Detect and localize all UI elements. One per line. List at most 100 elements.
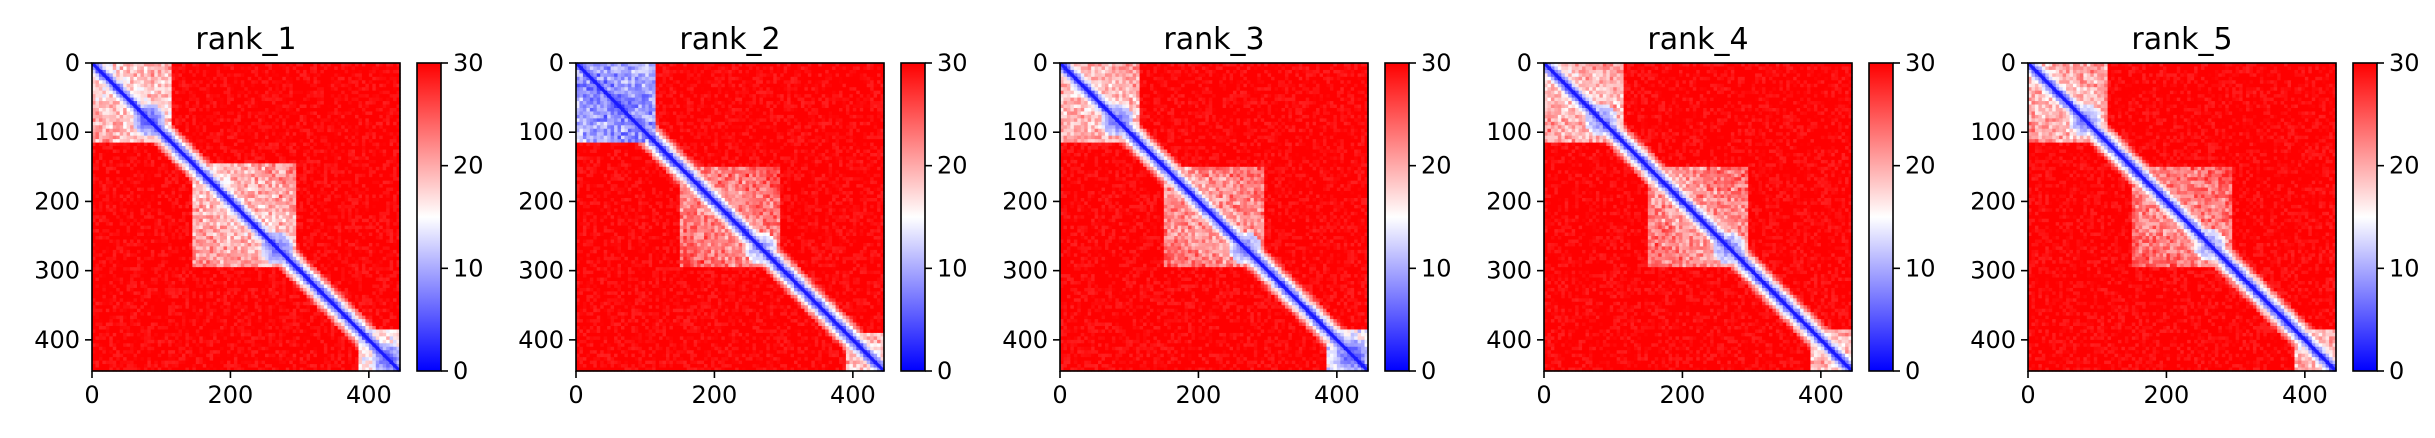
heatmap-cell — [244, 114, 249, 119]
heatmap-cell — [95, 184, 100, 189]
heatmap-cell — [154, 194, 159, 199]
heatmap-cell — [206, 128, 211, 133]
heatmap-cell — [330, 229, 335, 234]
heatmap-cell — [168, 94, 173, 99]
heatmap-cell — [368, 163, 373, 168]
heatmap-cell — [157, 208, 162, 213]
heatmap-cell — [327, 218, 332, 223]
heatmap-cell — [334, 204, 339, 209]
heatmap-cell — [316, 114, 321, 119]
heatmap-cell — [181, 90, 187, 95]
heatmap-cell — [303, 249, 308, 254]
heatmap-cell — [379, 135, 384, 140]
heatmap-cell — [130, 170, 135, 175]
heatmap-cell — [372, 187, 377, 192]
heatmap-cell — [109, 146, 114, 151]
heatmap-cell — [337, 163, 342, 168]
heatmap-cell — [292, 114, 297, 119]
heatmap-cell — [320, 177, 325, 182]
heatmap-cell — [237, 149, 242, 154]
heatmap-cell — [171, 76, 176, 81]
heatmap-cell — [161, 204, 166, 209]
heatmap-cell — [306, 97, 311, 102]
heatmap-cell — [105, 83, 110, 88]
heatmap-cell — [220, 80, 225, 85]
heatmap-cell — [361, 204, 366, 209]
heatmap-cell — [375, 184, 380, 189]
heatmap-cell — [92, 204, 97, 209]
heatmap-cell — [233, 94, 238, 99]
heatmap-cell — [123, 146, 128, 151]
heatmap-cell — [216, 118, 221, 123]
heatmap-cell — [292, 187, 297, 192]
heatmap-cell — [299, 87, 304, 92]
heatmap-cell — [337, 229, 342, 234]
heatmap-cell — [254, 114, 259, 119]
heatmap-cell — [195, 107, 200, 113]
heatmap-cell — [358, 156, 363, 161]
heatmap-cell — [379, 242, 384, 248]
heatmap-cell — [102, 87, 107, 92]
heatmap-cell — [112, 128, 117, 133]
heatmap-cell — [175, 197, 180, 203]
heatmap-cell — [123, 135, 128, 140]
heatmap-cell — [285, 97, 290, 102]
heatmap-cell — [361, 135, 366, 140]
heatmap-cell — [223, 239, 228, 244]
heatmap-cell — [178, 125, 183, 130]
heatmap-cell — [375, 76, 380, 81]
heatmap-cell — [296, 166, 301, 171]
heatmap-cell — [168, 76, 173, 81]
heatmap-cell — [168, 125, 173, 130]
heatmap-cell — [92, 125, 97, 130]
heatmap-cell — [116, 180, 121, 185]
heatmap-cell — [181, 253, 187, 258]
heatmap-cell — [330, 180, 335, 185]
heatmap-cell — [244, 142, 249, 147]
heatmap-cell — [261, 236, 266, 241]
heatmap-cell — [278, 125, 283, 130]
heatmap-cell — [365, 184, 370, 189]
heatmap-cell — [278, 170, 283, 175]
heatmap-cell — [375, 204, 380, 209]
heatmap-cell — [130, 239, 135, 244]
heatmap-cell — [372, 146, 377, 151]
heatmap-cell — [119, 114, 124, 119]
heatmap-cell — [348, 142, 353, 147]
heatmap-cell — [351, 80, 356, 85]
heatmap-cell — [285, 152, 290, 158]
heatmap-cell — [109, 187, 114, 192]
heatmap-cell — [254, 132, 259, 137]
heatmap-cell — [379, 246, 384, 251]
heatmap-cell — [379, 166, 384, 171]
heatmap-cell — [98, 156, 103, 161]
heatmap-cell — [157, 225, 162, 230]
heatmap-cell — [296, 139, 301, 144]
heatmap-cell — [327, 90, 332, 95]
heatmap-cell — [261, 184, 266, 189]
heatmap-cell — [278, 191, 283, 196]
heatmap-cell — [341, 118, 346, 123]
heatmap-cell — [299, 197, 304, 203]
heatmap-cell — [382, 63, 387, 68]
heatmap-cell — [379, 125, 384, 130]
heatmap-cell — [278, 253, 283, 258]
heatmap-cell — [112, 249, 117, 254]
heatmap-cell — [126, 166, 131, 171]
heatmap-cell — [164, 80, 169, 85]
heatmap-cell — [389, 239, 394, 244]
heatmap-cell — [237, 73, 242, 78]
heatmap-cell — [202, 187, 207, 192]
heatmap-cell — [282, 163, 287, 168]
heatmap-cell — [303, 184, 308, 189]
heatmap-cell — [185, 80, 190, 85]
heatmap-cell — [112, 173, 117, 178]
heatmap-cell — [327, 201, 332, 206]
heatmap-cell — [175, 152, 180, 158]
heatmap-cell — [372, 63, 377, 68]
heatmap-cell — [271, 94, 277, 99]
heatmap-cell — [199, 215, 204, 220]
heatmap-cell — [154, 242, 159, 248]
heatmap-cell — [185, 236, 190, 241]
heatmap-cell — [261, 80, 266, 85]
